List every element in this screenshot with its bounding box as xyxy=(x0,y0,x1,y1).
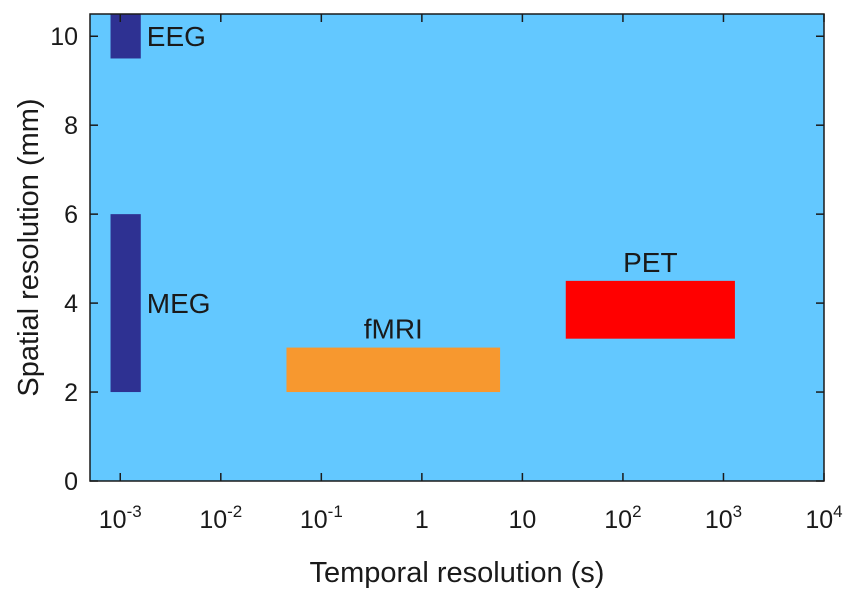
x-tick-base: 10 xyxy=(199,506,227,534)
eeg-label: EEG xyxy=(147,21,206,52)
plot-area xyxy=(90,14,824,481)
x-tick-label: 10-1 xyxy=(300,502,343,534)
x-tick-label: 10-3 xyxy=(99,502,142,534)
y-axis-label: Spatial resolution (mm) xyxy=(13,98,45,396)
fmri-box xyxy=(286,347,501,393)
x-tick-exponent: -2 xyxy=(227,502,242,521)
x-tick-exponent: 3 xyxy=(733,502,742,521)
x-tick-label: 104 xyxy=(805,502,842,534)
x-tick-base: 10 xyxy=(705,506,733,534)
y-tick-label: 0 xyxy=(64,468,78,496)
fmri-label: fMRI xyxy=(364,314,423,345)
x-tick-exponent: -1 xyxy=(328,502,343,521)
x-tick-exponent: 4 xyxy=(833,502,842,521)
x-tick-base: 10 xyxy=(99,506,127,534)
x-tick-label: 103 xyxy=(705,502,742,534)
modality-boxes xyxy=(110,14,735,393)
y-tick-label: 6 xyxy=(64,201,78,229)
x-tick-exponent: -3 xyxy=(127,502,142,521)
meg-box xyxy=(110,214,141,393)
x-axis-label: Temporal resolution (s) xyxy=(310,557,605,589)
x-tick-base: 10 xyxy=(805,506,833,534)
pet-label: PET xyxy=(623,247,677,278)
meg-label: MEG xyxy=(147,288,211,319)
y-tick-label: 10 xyxy=(50,23,78,51)
y-tick-label: 8 xyxy=(64,112,78,140)
y-tick-label: 4 xyxy=(64,290,78,318)
plot-frame xyxy=(89,13,825,482)
x-tick-base: 10 xyxy=(604,506,632,534)
x-tick-label: 10 xyxy=(508,506,536,534)
x-tick-label: 1 xyxy=(415,506,429,534)
pet-box xyxy=(565,280,735,339)
x-tick-label: 10-2 xyxy=(199,502,242,534)
x-tick-base: 10 xyxy=(300,506,328,534)
x-tick-exponent: 2 xyxy=(632,502,641,521)
x-tick-base: 1 xyxy=(415,506,429,534)
y-tick-label: 2 xyxy=(64,379,78,407)
x-tick-base: 10 xyxy=(508,506,536,534)
modality-labels: EEG MEG fMRI PET xyxy=(147,21,678,344)
x-tick-label: 102 xyxy=(604,502,641,534)
eeg-box xyxy=(110,14,141,59)
